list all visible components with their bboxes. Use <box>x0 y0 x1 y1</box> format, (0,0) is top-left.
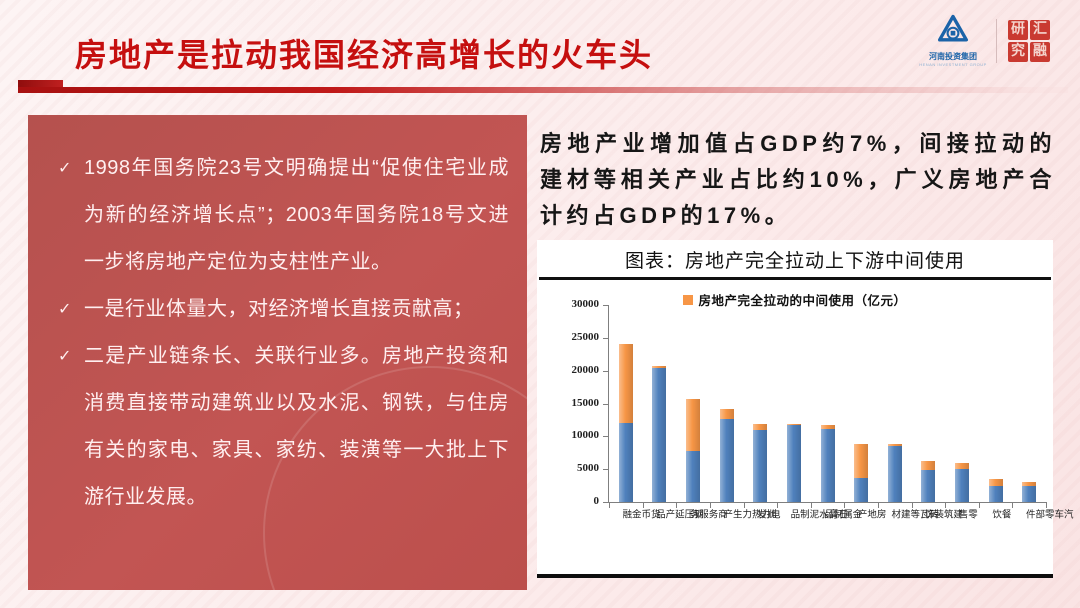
bar-segment-top <box>652 366 667 368</box>
check-icon: ✓ <box>58 348 72 365</box>
bar-segment-base <box>820 428 835 502</box>
bullet-text: 一是行业体量大，对经济增长直接贡献高； <box>84 298 474 320</box>
x-axis-tick <box>1046 502 1047 508</box>
plot-area: 0 5000 10000 15000 20000 25000 30000 货币金融 钢压延产品商… <box>572 298 1072 520</box>
chart-title-rule <box>539 277 1051 280</box>
x-axis-label: 砖瓦等建材 <box>889 509 938 520</box>
y-axis-label: 5000 <box>577 462 599 475</box>
bar-segment-base <box>955 468 969 502</box>
y-axis-label: 0 <box>593 495 600 507</box>
y-axis-tick <box>603 305 609 306</box>
x-axis-tick <box>810 502 812 508</box>
y-axis-label: 30000 <box>571 298 600 310</box>
bar-segment-top <box>753 423 768 430</box>
henan-investment-logo: 河南投资集团 HENAN INVESTMENT GROUP <box>919 14 987 67</box>
check-icon: ✓ <box>58 160 72 177</box>
chart-legend: 房地产完全拉动的中间使用（亿元） <box>537 290 1053 309</box>
bar-segment-top <box>618 344 633 424</box>
bar-segment-base <box>854 478 869 502</box>
x-axis-tick <box>877 502 879 508</box>
x-axis-label: 钢压延产品 <box>653 509 702 520</box>
research-seal-logo: 研 汇 究 融 <box>1008 19 1050 62</box>
bar-segment-base <box>618 423 633 502</box>
x-axis-tick <box>945 502 947 508</box>
x-axis-label: 货币金融 <box>620 509 659 520</box>
chart-title: 图表：房地产完全拉动上下游中间使用 <box>624 251 965 272</box>
logo-group-subtext: HENAN INVESTMENT GROUP <box>919 62 987 67</box>
bullet-item: ✓ 一是行业体量大，对经济增长直接贡献高； <box>58 286 509 333</box>
x-axis-label: 电力热力生产 <box>721 509 779 520</box>
seal-char: 融 <box>1030 41 1050 62</box>
bar-segment-top <box>686 398 700 451</box>
bar-segment-base <box>988 485 1003 502</box>
y-axis-label: 10000 <box>571 429 600 442</box>
legend-label: 房地产完全拉动的中间使用（亿元） <box>698 294 907 308</box>
y-axis-tick <box>603 469 609 471</box>
x-axis-tick <box>978 502 980 508</box>
y-axis-tick <box>603 370 609 372</box>
bar-segment-base <box>652 368 667 502</box>
y-axis-label: 25000 <box>571 330 600 343</box>
check-icon: ✓ <box>58 301 72 318</box>
page-title: 房地产是拉动我国经济高增长的火车头 <box>75 37 654 73</box>
bar-segment-top <box>854 444 869 479</box>
bar-segment-top <box>820 424 835 429</box>
y-axis-tick <box>603 403 609 405</box>
x-axis-label: 房地产 <box>855 509 885 520</box>
bar-segment-base <box>719 419 734 502</box>
bar-segment-top <box>786 423 801 425</box>
gdp-summary-text: 房地产业增加值占GDP约7%，间接拉动的建材等相关产业占比约10%，广义房地产合… <box>540 131 1056 228</box>
seal-char: 研 <box>1008 19 1028 40</box>
x-axis-tick <box>777 502 779 508</box>
seal-char: 究 <box>1008 41 1028 62</box>
y-axis-tick <box>603 502 609 503</box>
bar-segment-top <box>719 409 734 420</box>
y-axis-label: 15000 <box>571 396 600 409</box>
bullet-item: ✓ 1998年国务院23号文明确提出“促使住宅业成为新的经济增长点”；2003年… <box>58 145 509 286</box>
x-axis-label: 建筑装饰 <box>922 509 962 520</box>
logo-group-name: 河南投资集团 <box>929 52 977 61</box>
chart-bottom-rule <box>537 574 1053 578</box>
bar-segment-base <box>1022 486 1037 502</box>
x-axis-tick <box>911 502 913 508</box>
y-axis-tick <box>603 337 609 339</box>
logo-area: 河南投资集团 HENAN INVESTMENT GROUP 研 汇 究 融 <box>919 14 1050 67</box>
key-points-panel: ✓ 1998年国务院23号文明确提出“促使住宅业成为新的经济增长点”；2003年… <box>28 115 527 590</box>
x-axis-label: 金属制品 <box>822 509 861 520</box>
bar-segment-base <box>786 424 801 502</box>
bar-segment-top <box>988 479 1003 486</box>
x-axis-label: 零售 <box>956 509 977 520</box>
x-axis-tick <box>609 502 610 508</box>
logo-divider <box>996 18 997 63</box>
legend-swatch-icon <box>683 294 694 305</box>
x-axis-label: 商务服务 <box>687 509 727 520</box>
chart-card: 图表：房地产完全拉动上下游中间使用 房地产完全拉动的中间使用（亿元） 0 5000… <box>537 240 1072 578</box>
x-axis-tick <box>709 502 711 508</box>
bar-segment-base <box>753 429 768 502</box>
y-axis-label: 20000 <box>571 363 600 376</box>
triangle-emblem-icon <box>936 14 970 49</box>
bar-segment-top <box>1022 482 1037 487</box>
bar-segment-base <box>887 445 902 502</box>
bar-segment-top <box>887 444 902 446</box>
x-axis-tick <box>743 502 745 508</box>
bar-segment-base <box>686 450 700 502</box>
x-axis-tick <box>642 502 644 508</box>
x-axis-tick <box>676 502 678 508</box>
x-axis-tick <box>844 502 846 508</box>
x-axis-label: 餐饮 <box>990 509 1010 520</box>
seal-char: 汇 <box>1030 19 1050 40</box>
title-divider-bar <box>18 87 1068 93</box>
x-axis-label: 批发 <box>754 509 775 520</box>
bullet-text: 1998年国务院23号文明确提出“促使住宅业成为新的经济增长点”；2003年国务… <box>84 157 509 273</box>
bar-segment-top <box>921 460 936 470</box>
bar-segment-top <box>955 462 969 469</box>
x-axis-tick <box>1012 502 1014 508</box>
x-axis-label: 石膏水泥制品 <box>788 509 846 520</box>
x-axis-label: 汽车零部件 <box>1023 509 1072 520</box>
y-axis-tick <box>603 436 609 438</box>
bar-segment-base <box>921 469 936 502</box>
